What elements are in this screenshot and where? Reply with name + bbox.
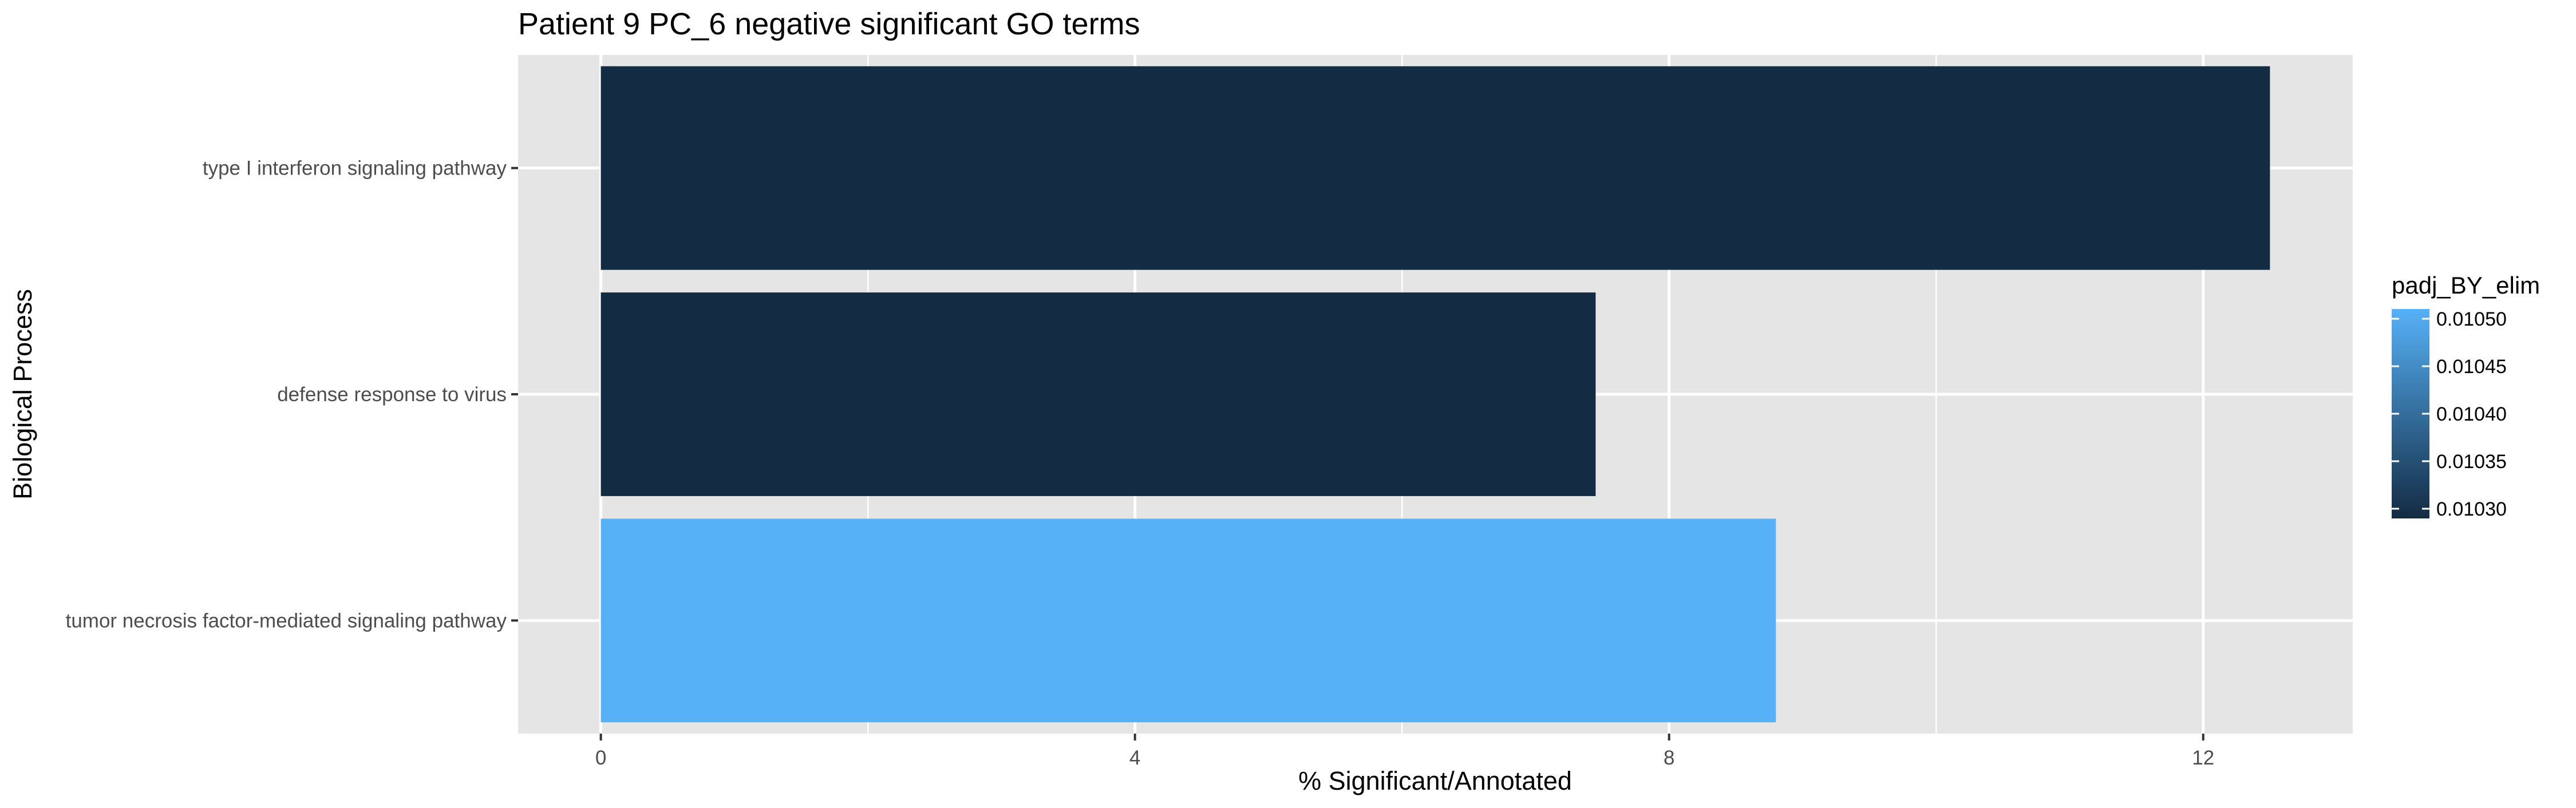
x-axis: 0 4 8 12	[595, 734, 2214, 769]
y-tick-label: type I interferon signaling pathway	[203, 157, 507, 180]
bars	[600, 66, 2270, 723]
legend-label: 0.01035	[2436, 451, 2507, 473]
x-tick-label: 8	[1664, 747, 1674, 769]
legend-label: 0.01045	[2436, 356, 2507, 378]
chart-title: Patient 9 PC_6 negative significant GO t…	[518, 7, 1140, 41]
y-axis: type I interferon signaling pathway defen…	[66, 157, 518, 632]
x-tick-label: 4	[1129, 747, 1140, 769]
y-tick-label: defense response to virus	[277, 383, 507, 406]
legend-title: padj_BY_elim	[2392, 272, 2540, 299]
x-tick-label: 12	[2192, 747, 2214, 769]
colorbar-ticks: 0.01050 0.01045 0.01040 0.01035 0.01030	[2392, 308, 2507, 520]
legend-label: 0.01030	[2436, 498, 2507, 520]
bar	[600, 518, 1776, 723]
legend-label: 0.01050	[2436, 308, 2507, 330]
bar	[600, 66, 2270, 270]
y-tick-label: tumor necrosis factor-mediated signaling…	[66, 609, 507, 632]
y-axis-title: Biological Process	[8, 289, 37, 500]
x-tick-label: 0	[595, 747, 606, 769]
bar	[600, 292, 1596, 496]
legend: padj_BY_elim 0.01050 0.01045 0.01040 0.0103…	[2392, 272, 2540, 520]
x-axis-title: % Significant/Annotated	[1298, 766, 1572, 795]
legend-label: 0.01040	[2436, 403, 2507, 425]
